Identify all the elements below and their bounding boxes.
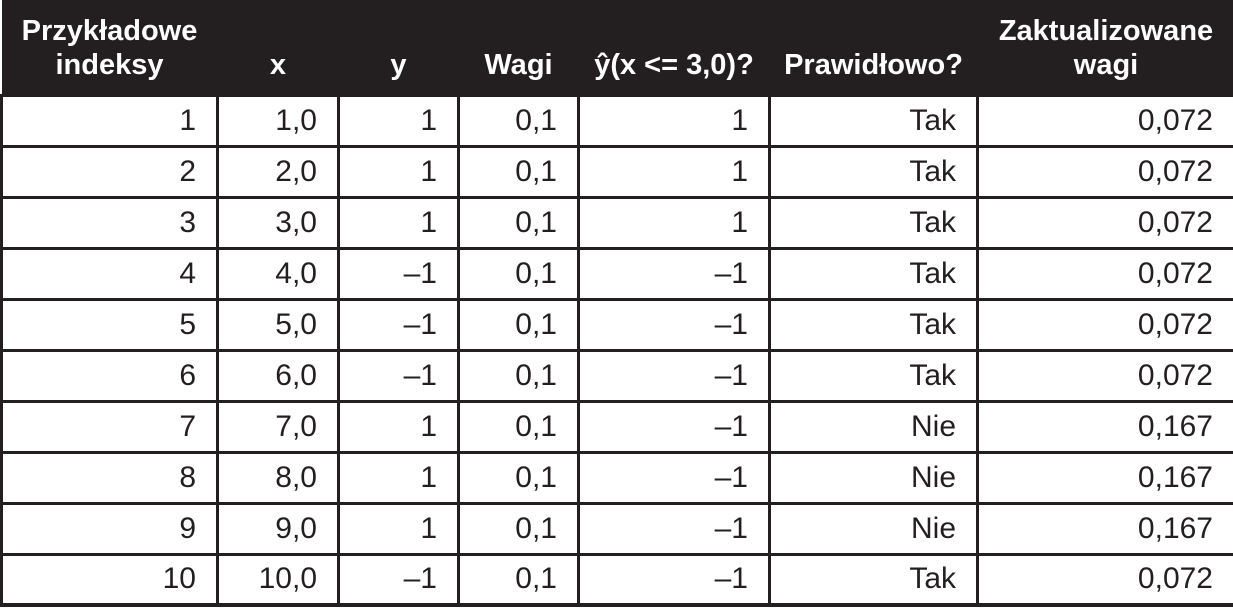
- cell-correct: Nie: [768, 501, 979, 556]
- table-row: 9 9,0 1 0,1 –1 Nie 0,167: [0, 501, 1233, 556]
- cell-x: 5,0: [216, 297, 340, 352]
- header-prediction: ŷ(x <= 3,0)?: [578, 0, 770, 95]
- cell-correct: Tak: [768, 93, 979, 148]
- cell-correct: Tak: [768, 144, 979, 199]
- cell-y: 1: [337, 93, 460, 148]
- cell-updated-weight: 0,072: [976, 297, 1233, 352]
- cell-weight: 0,1: [457, 501, 580, 556]
- table-body: 1 1,0 1 0,1 1 Tak 0,072 2 2,0 1 0,1 1 Ta…: [0, 93, 1233, 607]
- header-correct: Prawidłowo?: [769, 0, 978, 95]
- cell-index: 9: [0, 501, 219, 556]
- cell-x: 9,0: [216, 501, 340, 556]
- cell-index: 3: [0, 195, 219, 250]
- cell-correct: Tak: [768, 297, 979, 352]
- cell-index: 2: [0, 144, 219, 199]
- cell-prediction: –1: [577, 297, 771, 352]
- cell-weight: 0,1: [457, 297, 580, 352]
- cell-correct: Tak: [768, 246, 979, 301]
- cell-prediction: –1: [577, 501, 771, 556]
- cell-x: 2,0: [216, 144, 340, 199]
- cell-index: 10: [0, 552, 219, 607]
- cell-prediction: –1: [577, 450, 771, 505]
- table-row: 8 8,0 1 0,1 –1 Nie 0,167: [0, 450, 1233, 505]
- table-row: 6 6,0 –1 0,1 –1 Tak 0,072: [0, 348, 1233, 403]
- cell-updated-weight: 0,072: [976, 348, 1233, 403]
- cell-prediction: 1: [577, 195, 771, 250]
- cell-index: 7: [0, 399, 219, 454]
- table-row: 2 2,0 1 0,1 1 Tak 0,072: [0, 144, 1233, 199]
- cell-weight: 0,1: [457, 552, 580, 607]
- table-row: 5 5,0 –1 0,1 –1 Tak 0,072: [0, 297, 1233, 352]
- cell-weight: 0,1: [457, 144, 580, 199]
- table-row: 7 7,0 1 0,1 –1 Nie 0,167: [0, 399, 1233, 454]
- header-weights: Wagi: [458, 0, 579, 95]
- cell-index: 8: [0, 450, 219, 505]
- cell-index: 5: [0, 297, 219, 352]
- cell-prediction: –1: [577, 552, 771, 607]
- cell-weight: 0,1: [457, 348, 580, 403]
- table-row: 1 1,0 1 0,1 1 Tak 0,072: [0, 93, 1233, 148]
- cell-y: 1: [337, 195, 460, 250]
- cell-y: –1: [337, 246, 460, 301]
- cell-x: 7,0: [216, 399, 340, 454]
- cell-weight: 0,1: [457, 93, 580, 148]
- cell-weight: 0,1: [457, 450, 580, 505]
- cell-updated-weight: 0,167: [976, 399, 1233, 454]
- header-updated-weights: Zaktualizowane wagi: [977, 0, 1233, 95]
- header-y: y: [338, 0, 459, 95]
- cell-index: 4: [0, 246, 219, 301]
- cell-weight: 0,1: [457, 399, 580, 454]
- cell-x: 3,0: [216, 195, 340, 250]
- table-row: 3 3,0 1 0,1 1 Tak 0,072: [0, 195, 1233, 250]
- cell-prediction: –1: [577, 348, 771, 403]
- cell-x: 10,0: [216, 552, 340, 607]
- cell-prediction: –1: [577, 246, 771, 301]
- cell-prediction: –1: [577, 399, 771, 454]
- cell-updated-weight: 0,167: [976, 450, 1233, 505]
- cell-index: 6: [0, 348, 219, 403]
- cell-correct: Nie: [768, 399, 979, 454]
- cell-prediction: 1: [577, 93, 771, 148]
- cell-x: 8,0: [216, 450, 340, 505]
- cell-y: –1: [337, 297, 460, 352]
- cell-updated-weight: 0,072: [976, 552, 1233, 607]
- header-sample-index: Przykładowe indeksy: [1, 0, 218, 95]
- header-row: Przykładowe indeksy x y Wagi ŷ(x <= 3,0)…: [1, 0, 1233, 95]
- cell-y: 1: [337, 450, 460, 505]
- cell-prediction: 1: [577, 144, 771, 199]
- cell-correct: Tak: [768, 195, 979, 250]
- header-x: x: [217, 0, 339, 95]
- cell-y: 1: [337, 144, 460, 199]
- table-row: 10 10,0 –1 0,1 –1 Tak 0,072: [0, 552, 1233, 607]
- table-row: 4 4,0 –1 0,1 –1 Tak 0,072: [0, 246, 1233, 301]
- cell-x: 4,0: [216, 246, 340, 301]
- cell-updated-weight: 0,167: [976, 501, 1233, 556]
- cell-updated-weight: 0,072: [976, 246, 1233, 301]
- cell-correct: Tak: [768, 552, 979, 607]
- cell-updated-weight: 0,072: [976, 144, 1233, 199]
- cell-updated-weight: 0,072: [976, 195, 1233, 250]
- cell-correct: Nie: [768, 450, 979, 505]
- table-header: Przykładowe indeksy x y Wagi ŷ(x <= 3,0)…: [1, 0, 1233, 95]
- cell-y: 1: [337, 399, 460, 454]
- cell-y: 1: [337, 501, 460, 556]
- cell-y: –1: [337, 348, 460, 403]
- cell-correct: Tak: [768, 348, 979, 403]
- cell-weight: 0,1: [457, 246, 580, 301]
- cell-index: 1: [0, 93, 219, 148]
- cell-weight: 0,1: [457, 195, 580, 250]
- cell-y: –1: [337, 552, 460, 607]
- cell-x: 6,0: [216, 348, 340, 403]
- cell-x: 1,0: [216, 93, 340, 148]
- cell-updated-weight: 0,072: [976, 93, 1233, 148]
